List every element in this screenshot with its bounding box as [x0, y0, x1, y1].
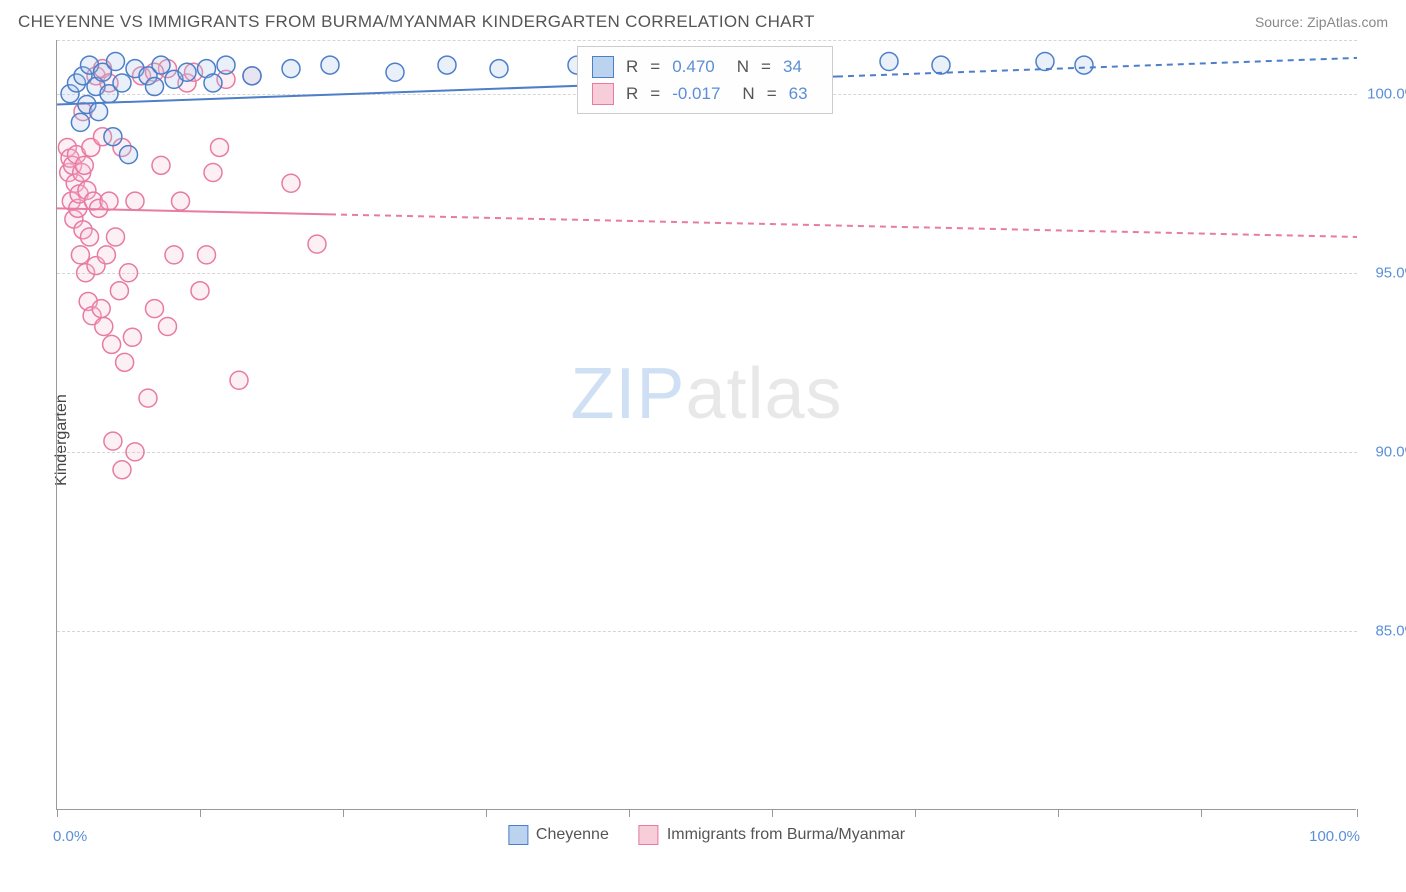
scatter-point: [282, 60, 300, 78]
scatter-point: [146, 300, 164, 318]
swatch-burma-icon: [592, 83, 614, 105]
series-legend: Cheyenne Immigrants from Burma/Myanmar: [508, 825, 905, 845]
scatter-point: [438, 56, 456, 74]
scatter-point: [1075, 56, 1093, 74]
scatter-point: [932, 56, 950, 74]
x-tick: [1201, 809, 1202, 817]
x-tick: [200, 809, 201, 817]
scatter-point: [204, 74, 222, 92]
scatter-point: [230, 371, 248, 389]
chart-title: CHEYENNE VS IMMIGRANTS FROM BURMA/MYANMA…: [18, 12, 815, 32]
legend-item-burma: Immigrants from Burma/Myanmar: [639, 825, 905, 845]
y-tick-label: 90.0%: [1363, 443, 1406, 460]
scatter-point: [104, 128, 122, 146]
scatter-point: [90, 103, 108, 121]
chart-container: Kindergarten ZIPatlas 85.0%90.0%95.0%100…: [18, 40, 1388, 840]
x-tick: [629, 809, 630, 817]
scatter-point: [71, 246, 89, 264]
scatter-svg: [57, 40, 1357, 810]
swatch-cheyenne-icon: [508, 825, 528, 845]
scatter-point: [178, 63, 196, 81]
scatter-point: [243, 67, 261, 85]
scatter-point: [123, 328, 141, 346]
x-tick: [915, 809, 916, 817]
scatter-point: [1036, 52, 1054, 70]
x-axis-max-label: 100.0%: [1309, 828, 1360, 845]
x-tick: [486, 809, 487, 817]
scatter-point: [71, 113, 89, 131]
plot-area: ZIPatlas 85.0%90.0%95.0%100.0% 0.0% 100.…: [56, 40, 1356, 810]
legend-item-cheyenne: Cheyenne: [508, 825, 609, 845]
scatter-point: [172, 192, 190, 210]
scatter-point: [282, 174, 300, 192]
scatter-point: [81, 228, 99, 246]
scatter-point: [159, 318, 177, 336]
scatter-point: [308, 235, 326, 253]
scatter-point: [113, 74, 131, 92]
scatter-point: [386, 63, 404, 81]
scatter-point: [152, 56, 170, 74]
trend-line-extrapolated: [330, 214, 1357, 237]
x-tick: [1058, 809, 1059, 817]
y-tick-label: 100.0%: [1363, 85, 1406, 102]
scatter-point: [217, 56, 235, 74]
scatter-point: [103, 335, 121, 353]
stats-row-cheyenne: R = 0.470 N = 34: [592, 53, 818, 80]
x-axis-min-label: 0.0%: [53, 828, 87, 845]
scatter-point: [490, 60, 508, 78]
y-tick-label: 95.0%: [1363, 264, 1406, 281]
scatter-point: [139, 389, 157, 407]
trend-line-extrapolated: [837, 58, 1357, 77]
scatter-point: [126, 192, 144, 210]
swatch-burma-icon: [639, 825, 659, 845]
scatter-point: [107, 52, 125, 70]
x-tick: [1357, 809, 1358, 817]
scatter-point: [95, 318, 113, 336]
x-tick: [772, 809, 773, 817]
x-tick: [343, 809, 344, 817]
scatter-point: [100, 192, 118, 210]
scatter-point: [75, 156, 93, 174]
stats-row-burma: R = -0.017 N = 63: [592, 80, 818, 107]
source-attribution: Source: ZipAtlas.com: [1255, 14, 1388, 30]
scatter-point: [198, 246, 216, 264]
scatter-point: [97, 246, 115, 264]
stats-legend-box: R = 0.470 N = 34 R = -0.017 N = 63: [577, 46, 833, 114]
scatter-point: [191, 282, 209, 300]
scatter-point: [120, 146, 138, 164]
scatter-point: [126, 443, 144, 461]
scatter-point: [204, 164, 222, 182]
scatter-point: [152, 156, 170, 174]
scatter-point: [321, 56, 339, 74]
x-tick: [57, 809, 58, 817]
scatter-point: [165, 246, 183, 264]
y-tick-label: 85.0%: [1363, 622, 1406, 639]
scatter-point: [146, 78, 164, 96]
scatter-point: [92, 300, 110, 318]
scatter-point: [880, 52, 898, 70]
scatter-point: [113, 461, 131, 479]
scatter-point: [116, 353, 134, 371]
scatter-point: [104, 432, 122, 450]
scatter-point: [211, 138, 229, 156]
swatch-cheyenne-icon: [592, 56, 614, 78]
scatter-point: [107, 228, 125, 246]
scatter-point: [120, 264, 138, 282]
scatter-point: [110, 282, 128, 300]
